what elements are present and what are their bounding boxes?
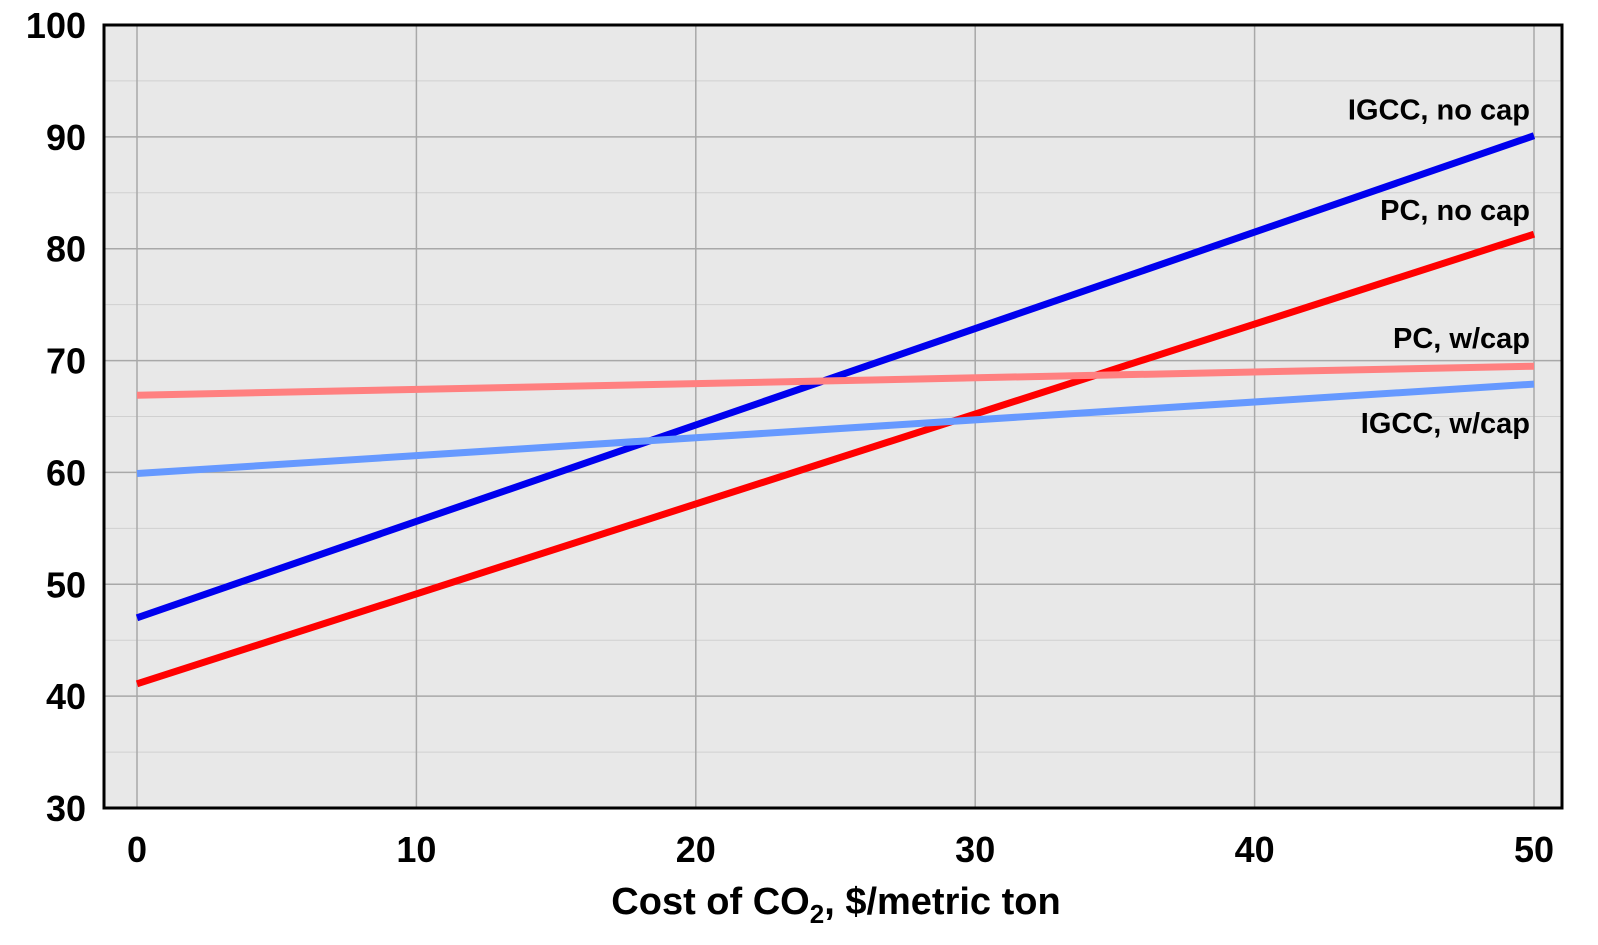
x-tick-label: 50 [1514, 829, 1554, 870]
grid-lines [104, 25, 1562, 808]
series-line-pc-no-cap [135, 230, 1536, 688]
x-tick-label: 20 [676, 829, 716, 870]
y-tick-label: 60 [46, 452, 86, 493]
y-tick-label: 90 [46, 117, 86, 158]
x-tick-label: 10 [396, 829, 436, 870]
series-label: PC, w/cap [1393, 323, 1530, 355]
x-axis-title: Cost of CO2, $/metric ton [611, 881, 1060, 929]
series-labels: IGCC, no cap PC, no cap PC, w/cap IGCC, w/c… [1348, 95, 1530, 440]
y-tick-labels: 30 40 50 60 70 80 90 100 [26, 5, 86, 829]
x-tick-label: 30 [955, 829, 995, 870]
x-tick-label: 0 [127, 829, 147, 870]
series-label: IGCC, w/cap [1361, 408, 1530, 440]
y-tick-label: 50 [46, 564, 86, 605]
y-tick-label: 80 [46, 229, 86, 270]
y-tick-label: 70 [46, 341, 86, 382]
series-label: PC, no cap [1380, 195, 1530, 227]
y-tick-label: 100 [26, 5, 86, 46]
series-line-pc-w-cap [136, 362, 1535, 399]
y-tick-label: 30 [46, 788, 86, 829]
series-line-igcc-no-cap [135, 132, 1536, 622]
series-line-igcc-w-cap [136, 380, 1535, 477]
series-lines [135, 132, 1536, 688]
series-label: IGCC, no cap [1348, 95, 1530, 127]
plot-border [102, 23, 1564, 810]
x-tick-labels: 0 10 20 30 40 50 [127, 829, 1554, 870]
y-tick-label: 40 [46, 676, 86, 717]
x-tick-label: 40 [1235, 829, 1275, 870]
